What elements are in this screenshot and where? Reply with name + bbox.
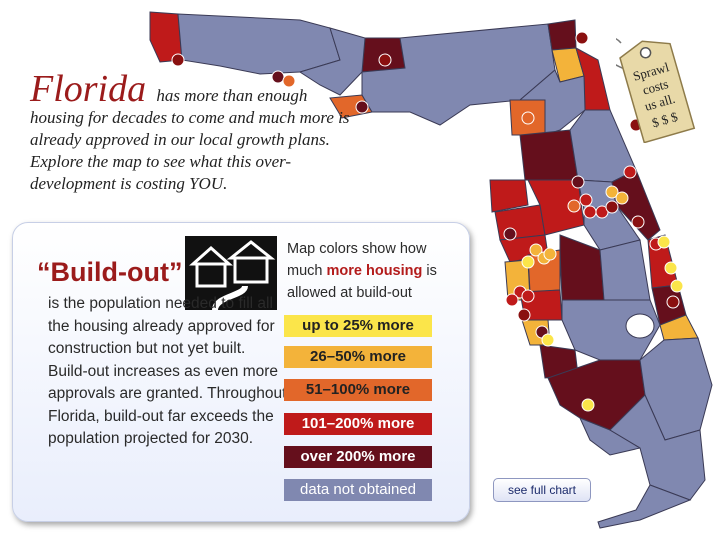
map-pin[interactable] — [579, 193, 593, 207]
legend-item-51-100[interactable]: 51–100% more — [284, 379, 432, 401]
sprawl-price-tag: Sprawl costs us all. $ $ $ — [616, 38, 696, 143]
legend-item-up-to-25[interactable]: up to 25% more — [284, 315, 432, 337]
tag-line-4: $ $ $ — [650, 109, 680, 131]
map-pin[interactable] — [517, 308, 531, 322]
buildout-title: “Build-out” — [37, 257, 183, 287]
map-pin[interactable] — [543, 247, 557, 261]
legend-intro-start: Map colors show how much — [287, 241, 427, 279]
legend-item-no-data[interactable]: data not obtained — [284, 479, 432, 501]
lake-okeechobee — [625, 313, 655, 339]
intro-headline: Florida — [30, 68, 147, 110]
map-pin[interactable] — [605, 200, 619, 214]
legend-item-26-50[interactable]: 26–50% more — [284, 346, 432, 368]
map-pin[interactable] — [521, 111, 535, 125]
map-pin[interactable] — [355, 100, 369, 114]
map-pin[interactable] — [505, 293, 519, 307]
map-county-big-bend[interactable] — [361, 23, 556, 126]
map-pin[interactable] — [583, 205, 597, 219]
map-pin[interactable] — [623, 165, 637, 179]
map-county-collier[interactable] — [579, 417, 642, 456]
map-county-panhandle-west[interactable] — [177, 13, 341, 75]
map-pin[interactable] — [581, 398, 595, 412]
map-pin[interactable] — [575, 31, 589, 45]
buildout-description: is the population needed to fill all the… — [48, 295, 287, 447]
map-pin[interactable] — [670, 279, 684, 293]
legend-intro-highlight: more housing — [326, 263, 423, 279]
map-pins — [171, 31, 684, 412]
map-county-escambia[interactable] — [149, 11, 183, 63]
map-pin[interactable] — [521, 289, 535, 303]
legend-intro: Map colors show how much more housing is… — [287, 238, 457, 304]
intro-paragraph: Florida has more than enough housing for… — [30, 70, 360, 195]
tag-line-2: costs — [641, 76, 670, 98]
map-pin[interactable] — [605, 185, 619, 199]
map-county-marion[interactable] — [519, 129, 579, 181]
houses-road-icon — [185, 236, 277, 310]
map-pin[interactable] — [541, 333, 555, 347]
map-county-lake[interactable] — [527, 179, 585, 236]
intro-text: has more than enough housing for decades… — [30, 86, 350, 193]
map-county-citrus[interactable] — [489, 179, 529, 213]
map-pin[interactable] — [571, 175, 585, 189]
map-pin[interactable] — [567, 199, 581, 213]
see-full-chart-button[interactable]: see full chart — [493, 478, 591, 502]
map-county-nassau[interactable] — [547, 19, 577, 51]
map-pin[interactable] — [529, 243, 543, 257]
map-pin[interactable] — [503, 227, 517, 241]
map-pin[interactable] — [657, 235, 671, 249]
map-county-miami-dade[interactable] — [609, 394, 706, 501]
map-pin[interactable] — [631, 215, 645, 229]
map-pin[interactable] — [666, 295, 680, 309]
map-county-osceola[interactable] — [599, 239, 651, 301]
map-pin[interactable] — [615, 191, 629, 205]
map-pin[interactable] — [521, 255, 535, 269]
map-county-keys[interactable] — [597, 484, 692, 529]
legend-intro-end: is allowed at build-out — [287, 263, 437, 301]
buildout-info-panel: “Build-out” is the population needed to … — [12, 222, 470, 522]
map-county-panhandle-mid[interactable] — [298, 27, 366, 96]
legend-item-101-200[interactable]: 101–200% more — [284, 413, 432, 435]
map-pin[interactable] — [664, 261, 678, 275]
map-pin[interactable] — [378, 53, 392, 67]
map-pin[interactable] — [282, 74, 296, 88]
map-pin[interactable] — [171, 53, 185, 67]
legend-item-over-200[interactable]: over 200% more — [284, 446, 432, 468]
